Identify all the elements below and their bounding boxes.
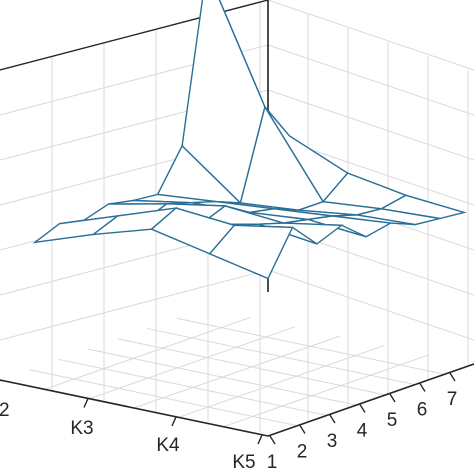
col-tick: [389, 393, 396, 403]
grid-line: [267, 89, 474, 161]
col-tick: [299, 425, 306, 434]
col-tick: [449, 372, 456, 382]
col-tick-label: 6: [417, 400, 428, 421]
row-tick-label: K3: [70, 418, 93, 439]
col-tick-label: 5: [387, 410, 398, 431]
col-tick-label: 1: [267, 452, 278, 473]
chart-axes: [0, 363, 474, 437]
row-axis-line: [0, 379, 269, 437]
grid-line: [0, 269, 269, 341]
col-tick: [359, 404, 366, 413]
row-tick: [257, 434, 263, 445]
grid-line: [267, 269, 474, 341]
row-tick: [83, 398, 89, 408]
grid-line: [223, 354, 430, 428]
grid-line: [44, 316, 251, 390]
col-tick-label: 2: [297, 442, 308, 463]
grid-line: [267, 0, 474, 71]
col-tick: [419, 383, 426, 392]
grid-line: [267, 44, 474, 116]
axis-ticks: [0, 372, 456, 445]
col-tick: [269, 435, 276, 445]
row-tick-label: K4: [156, 435, 180, 456]
col-tick-label: 3: [327, 431, 338, 452]
col-tick-label: 7: [447, 389, 458, 410]
grid-line: [133, 335, 341, 409]
surface-patch: [208, 224, 294, 280]
surface-mesh: [32, 0, 467, 280]
col-axis-line: [267, 363, 474, 437]
row-tick-label: K2: [0, 400, 10, 421]
grid-line: [178, 344, 385, 418]
col-tick-label: 4: [357, 421, 368, 442]
col-tick: [329, 414, 336, 424]
row-tick-label: K5: [232, 452, 255, 473]
row-tick: [171, 416, 177, 427]
grid-line: [89, 326, 296, 400]
